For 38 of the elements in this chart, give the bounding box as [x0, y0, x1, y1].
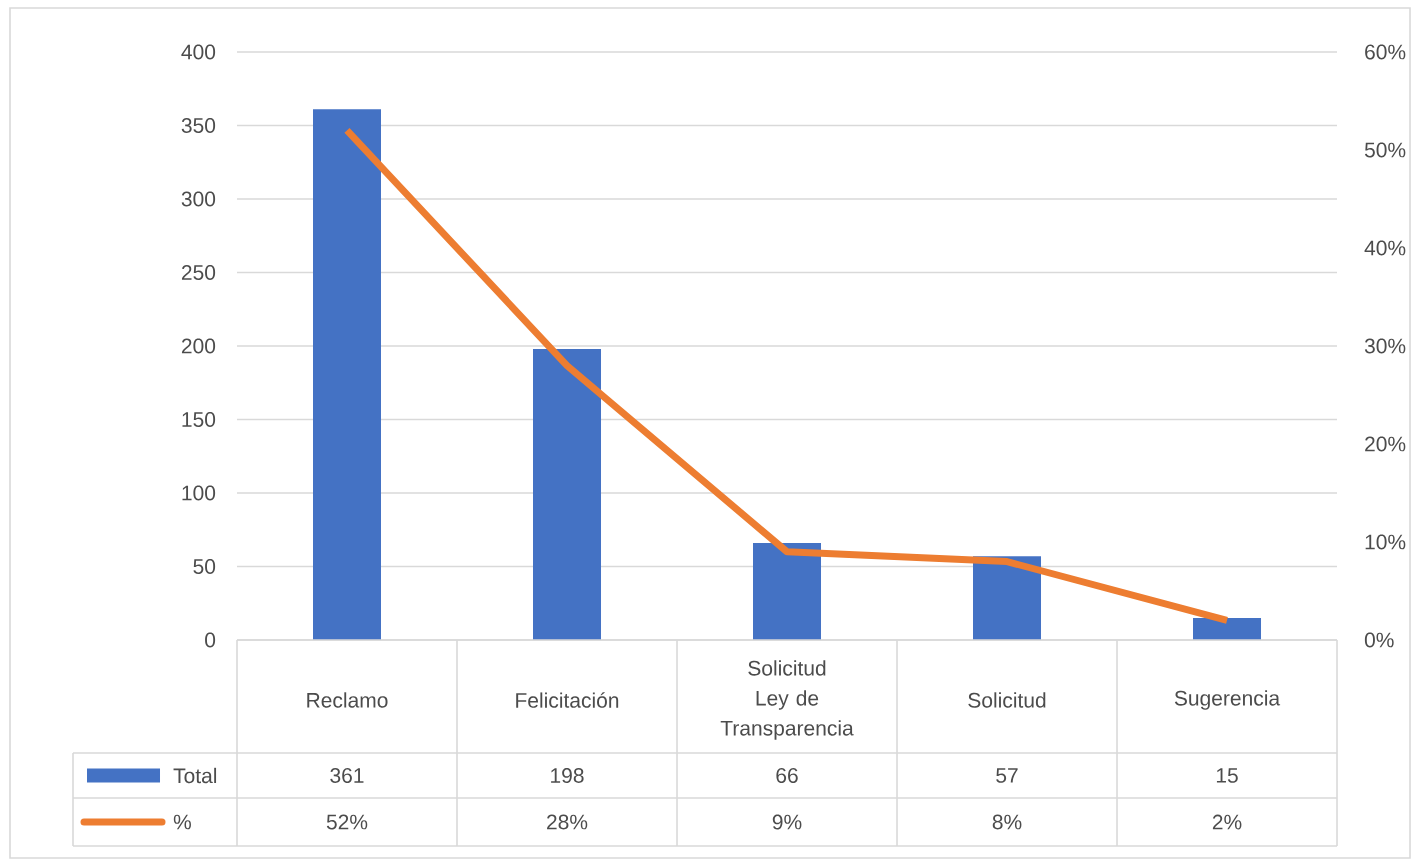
y-tick-label: 100: [182, 485, 216, 501]
bar: [973, 556, 1042, 640]
y2-tick-label: 60%: [1365, 44, 1406, 60]
y-tick-label: 50: [193, 559, 216, 574]
data-label: 361: [330, 768, 364, 783]
data-label: 52%: [326, 814, 368, 830]
y-tick-label: 400: [181, 44, 216, 60]
x-tick-label: Solicitud: [968, 692, 1046, 708]
y2-tick-label: 10%: [1365, 534, 1406, 550]
y2-tick-label: 0%: [1364, 632, 1394, 648]
bar: [1193, 617, 1262, 640]
bar: [313, 109, 381, 640]
y-tick-label: 0: [205, 632, 216, 648]
y-tick-label: 250: [181, 265, 216, 280]
data-label: 9%: [772, 814, 802, 830]
y-tick-label: 350: [181, 118, 216, 133]
y2-tick-label: 30%: [1364, 338, 1406, 354]
data-label: 57: [996, 768, 1018, 783]
bar: [533, 348, 601, 640]
y-tick-label: 200: [181, 338, 216, 354]
y2-tick-label: 50%: [1364, 142, 1406, 158]
y2-tick-label: 40%: [1364, 240, 1406, 256]
y-tick-label: 300: [181, 191, 216, 207]
y-tick-label: 150: [182, 412, 216, 427]
x-tick-label: Sugerencia: [1174, 690, 1281, 710]
data-label: 66: [776, 768, 798, 783]
x-tick-label: Solicitud Ley de Transparencia: [720, 660, 854, 740]
legend-label: Total: [173, 767, 217, 784]
data-label: 2%: [1212, 814, 1242, 830]
data-label: 198: [551, 768, 584, 783]
bar: [753, 542, 822, 640]
legend-label: %: [173, 814, 191, 830]
data-label: 8%: [992, 814, 1022, 830]
x-tick-label: Reclamo: [307, 692, 388, 708]
x-tick-label: Felicitación: [516, 692, 619, 708]
data-label: 28%: [547, 814, 588, 830]
data-label: 15: [1216, 768, 1238, 783]
y2-tick-label: 20%: [1365, 436, 1406, 452]
